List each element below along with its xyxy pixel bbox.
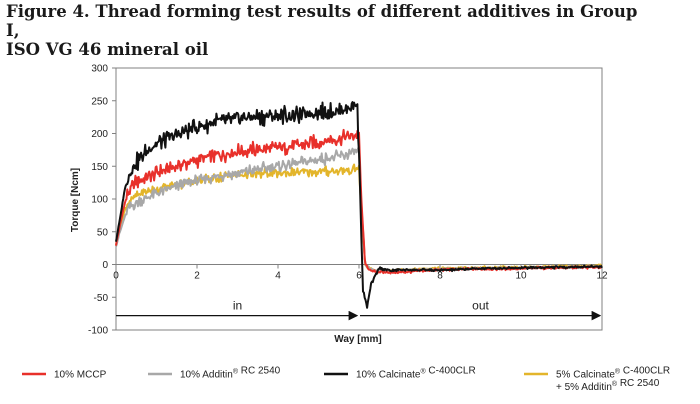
figure-title: Figure 4. Thread forming test results of… <box>6 2 646 59</box>
region-label-in: in <box>233 299 242 313</box>
x-tick-label: 12 <box>596 271 608 282</box>
series-layer <box>115 101 603 309</box>
y-tick-label: 50 <box>97 227 109 238</box>
y-tick-label: 200 <box>91 129 108 140</box>
x-tick-label: 0 <box>113 271 119 282</box>
legend: 10% MCCP 10% Additin® RC 2540 10% Calcinat… <box>22 366 670 393</box>
y-tick-label: 300 <box>91 64 108 75</box>
plot-border <box>115 67 603 331</box>
y-tick-label: 100 <box>91 195 108 206</box>
y-tick-label: 150 <box>91 162 108 173</box>
x-tick-label: 10 <box>515 271 527 282</box>
y-tick-label: -100 <box>88 326 108 337</box>
figure-title-line-1: Figure 4. Thread forming test results of… <box>6 2 638 40</box>
x-tick-label: 6 <box>356 271 362 282</box>
x-axis-label: Way [mm] <box>334 334 381 345</box>
series-line-3 <box>115 101 603 309</box>
x-tick-label: 8 <box>437 271 443 282</box>
x-tick-label: 2 <box>194 271 200 282</box>
figure-title-line-2: ISO VG 46 mineral oil <box>6 40 209 59</box>
legend-label-4: 5% Calcinate® C-400CLR <box>556 366 670 381</box>
plot-frame <box>115 67 603 331</box>
y-tick-label: 0 <box>102 260 108 271</box>
region-label-out: out <box>472 299 489 313</box>
regions-layer: in out <box>116 299 602 321</box>
y-tick-label: -50 <box>94 293 109 304</box>
y-axis-ticks: 300 250 200 150 100 50 0 -50 -100 <box>88 64 116 337</box>
y-axis-label: Torque [Ncm] <box>70 168 81 232</box>
y-tick-label: 250 <box>91 96 108 107</box>
legend-label-4-line-2: + 5% Additin® RC 2540 <box>556 378 660 393</box>
legend-label-2: 10% Additin® RC 2540 <box>180 366 281 381</box>
x-axis-ticks: 0 2 4 6 8 10 12 <box>113 264 608 282</box>
legend-label-3: 10% Calcinate® C-400CLR <box>356 366 476 381</box>
legend-label-1: 10% MCCP <box>54 370 107 381</box>
x-tick-label: 4 <box>275 271 281 282</box>
